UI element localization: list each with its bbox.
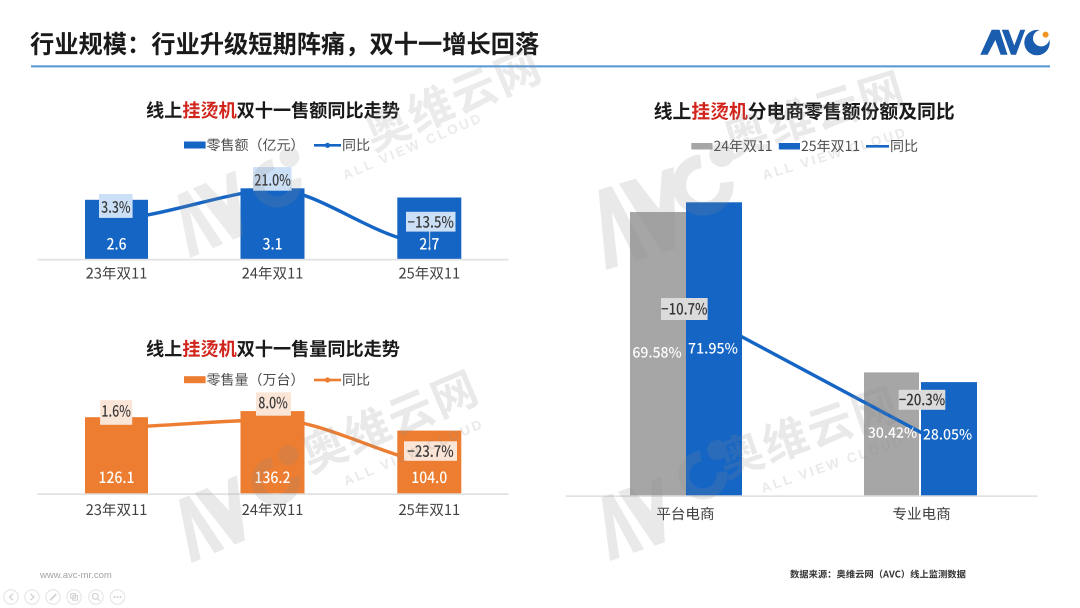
svg-text:www.avc-mr.com: www.avc-mr.com [39, 570, 112, 581]
